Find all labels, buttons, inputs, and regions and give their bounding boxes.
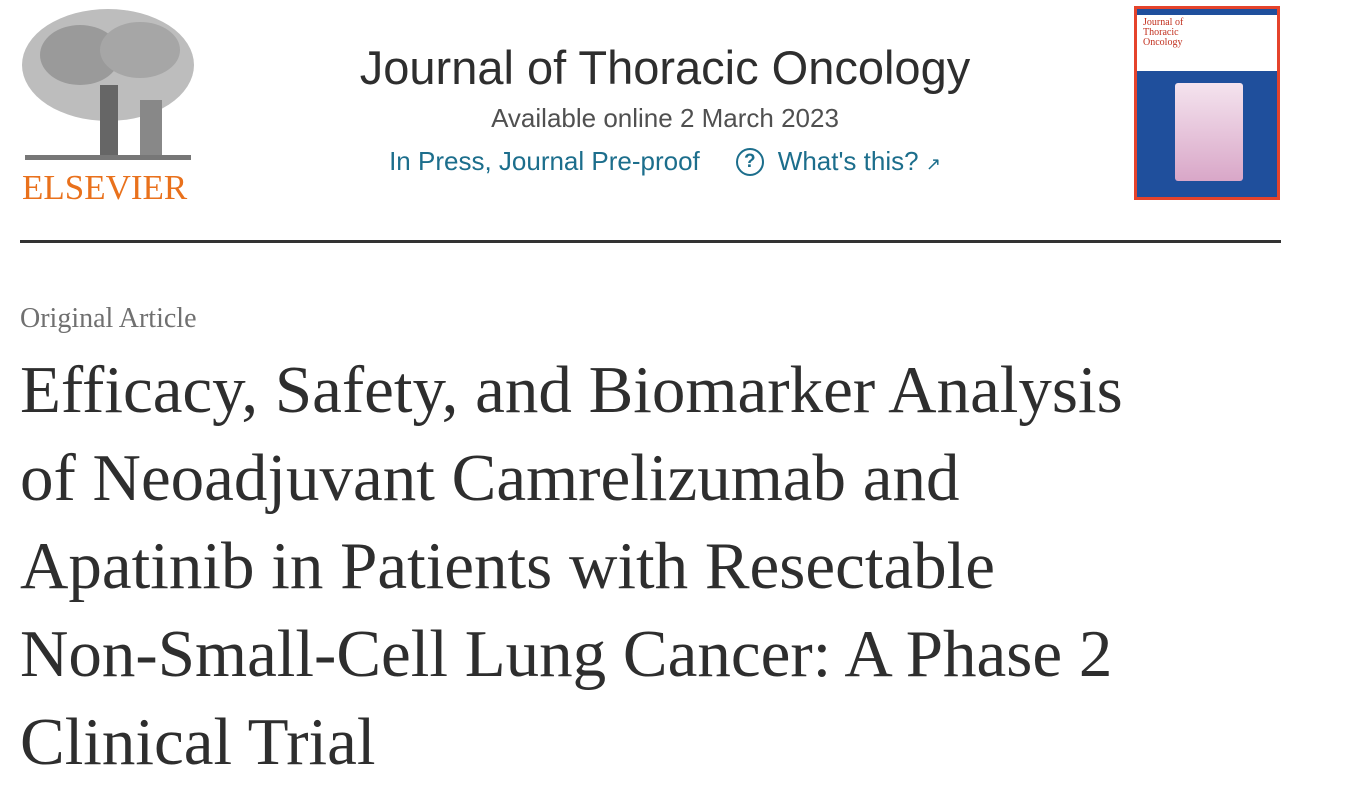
cover-title-line: Oncology: [1143, 37, 1183, 48]
cover-title-line: Thoracic: [1143, 27, 1179, 38]
title-line: Efficacy, Safety, and Biomarker Analysis: [20, 353, 1123, 427]
title-line: of Neoadjuvant Camrelizumab and: [20, 441, 960, 515]
journal-cover-image[interactable]: Journal of Thoracic Oncology: [1134, 6, 1280, 200]
elsevier-tree-logo[interactable]: [20, 5, 196, 205]
status-row: In Press, Journal Pre-proof ? What's thi…: [320, 146, 1010, 177]
whats-this-link[interactable]: What's this? ↗: [778, 146, 941, 177]
cover-title: Journal of Thoracic Oncology: [1137, 15, 1277, 71]
title-line: Apatinib in Patients with Resectable: [20, 529, 996, 603]
cover-title-line: Journal of: [1143, 17, 1184, 28]
question-circle-icon[interactable]: ?: [735, 147, 764, 176]
article-type: Original Article: [20, 303, 197, 334]
external-arrow-icon: ↗: [925, 154, 941, 174]
title-line: Non-Small-Cell Lung Cancer: A Phase 2: [20, 617, 1113, 691]
available-online-date: Available online 2 March 2023: [491, 103, 839, 133]
header-divider: [20, 240, 1281, 243]
title-line: Clinical Trial: [20, 705, 376, 779]
journal-title[interactable]: Journal of Thoracic Oncology: [359, 41, 971, 94]
whats-this-label: What's this?: [777, 146, 919, 176]
press-status: In Press, Journal Pre-proof: [389, 146, 700, 176]
journal-header: Journal of Thoracic Oncology Available o…: [320, 40, 1010, 177]
publisher-name: ELSEVIER: [22, 168, 188, 207]
article-title: Efficacy, Safety, and Biomarker Analysis…: [20, 346, 1123, 786]
cover-figure: [1175, 83, 1243, 181]
